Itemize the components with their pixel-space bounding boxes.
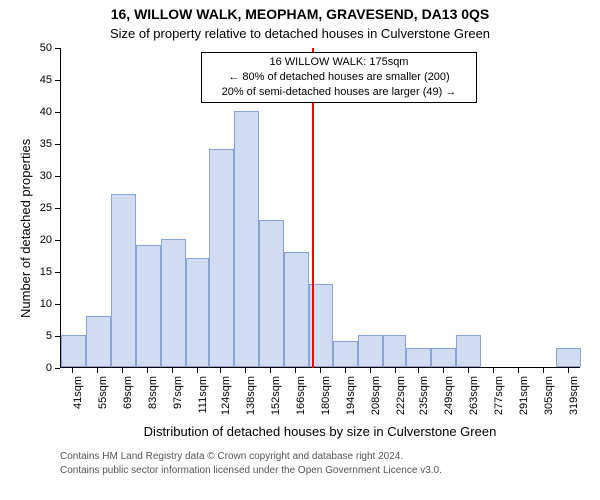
x-axis-label: Distribution of detached houses by size …: [60, 424, 580, 439]
histogram-bar: [556, 348, 581, 367]
plot-area: 16 WILLOW WALK: 175sqm← 80% of detached …: [60, 48, 580, 368]
x-tick-label: 97sqm: [172, 376, 184, 426]
x-tick-mark: [518, 368, 519, 373]
y-tick-mark: [55, 80, 60, 81]
y-tick-label: 35: [24, 138, 52, 150]
x-tick-label: 194sqm: [345, 376, 357, 426]
x-tick-label: 124sqm: [220, 376, 232, 426]
x-tick-label: 111sqm: [197, 376, 209, 426]
annotation-line-3: 20% of semi-detached houses are larger (…: [208, 85, 470, 100]
x-tick-label: 41sqm: [72, 376, 84, 426]
annotation-line-2: ← 80% of detached houses are smaller (20…: [208, 70, 470, 85]
chart-container: { "chart": { "type": "histogram", "title…: [0, 0, 600, 500]
histogram-bar: [333, 341, 358, 367]
x-tick-mark: [443, 368, 444, 373]
x-tick-mark: [72, 368, 73, 373]
x-tick-label: 208sqm: [370, 376, 382, 426]
x-tick-mark: [295, 368, 296, 373]
x-tick-label: 277sqm: [493, 376, 505, 426]
x-tick-label: 319sqm: [568, 376, 580, 426]
histogram-bar: [111, 194, 136, 367]
x-tick-mark: [147, 368, 148, 373]
x-tick-mark: [370, 368, 371, 373]
x-tick-mark: [245, 368, 246, 373]
chart-subtitle: Size of property relative to detached ho…: [0, 26, 600, 41]
x-tick-mark: [172, 368, 173, 373]
x-tick-label: 305sqm: [543, 376, 555, 426]
y-tick-label: 15: [24, 266, 52, 278]
x-tick-label: 138sqm: [245, 376, 257, 426]
y-tick-label: 40: [24, 106, 52, 118]
histogram-bar: [284, 252, 309, 367]
footer-line-1: Contains HM Land Registry data © Crown c…: [60, 450, 442, 464]
x-tick-label: 263sqm: [468, 376, 480, 426]
histogram-bar: [86, 316, 111, 367]
x-tick-mark: [270, 368, 271, 373]
x-tick-label: 222sqm: [395, 376, 407, 426]
y-tick-mark: [55, 304, 60, 305]
y-axis-label: Number of detached properties: [18, 139, 33, 318]
y-tick-mark: [55, 368, 60, 369]
x-tick-mark: [418, 368, 419, 373]
x-tick-label: 291sqm: [518, 376, 530, 426]
x-tick-label: 249sqm: [443, 376, 455, 426]
chart-title-address: 16, WILLOW WALK, MEOPHAM, GRAVESEND, DA1…: [0, 6, 600, 22]
y-tick-label: 5: [24, 330, 52, 342]
y-tick-mark: [55, 48, 60, 49]
y-tick-label: 45: [24, 74, 52, 86]
histogram-bar: [406, 348, 431, 367]
x-tick-mark: [220, 368, 221, 373]
x-tick-label: 152sqm: [270, 376, 282, 426]
histogram-bar: [456, 335, 481, 367]
x-tick-mark: [97, 368, 98, 373]
histogram-bar: [358, 335, 383, 367]
x-tick-mark: [197, 368, 198, 373]
histogram-bar: [161, 239, 186, 367]
histogram-bar: [209, 149, 234, 367]
histogram-bar: [186, 258, 209, 367]
x-tick-mark: [122, 368, 123, 373]
histogram-bar: [61, 335, 86, 367]
y-tick-label: 0: [24, 362, 52, 374]
x-tick-label: 235sqm: [418, 376, 430, 426]
x-tick-mark: [543, 368, 544, 373]
x-tick-label: 166sqm: [295, 376, 307, 426]
y-tick-mark: [55, 208, 60, 209]
x-tick-label: 55sqm: [97, 376, 109, 426]
y-tick-label: 30: [24, 170, 52, 182]
histogram-bar: [259, 220, 284, 367]
x-tick-label: 180sqm: [320, 376, 332, 426]
histogram-bar: [234, 111, 259, 367]
histogram-bar: [383, 335, 406, 367]
annotation-box: 16 WILLOW WALK: 175sqm← 80% of detached …: [201, 52, 477, 103]
y-tick-mark: [55, 112, 60, 113]
x-tick-mark: [395, 368, 396, 373]
x-tick-label: 69sqm: [122, 376, 134, 426]
y-tick-label: 20: [24, 234, 52, 246]
x-tick-mark: [493, 368, 494, 373]
y-tick-label: 10: [24, 298, 52, 310]
x-tick-label: 83sqm: [147, 376, 159, 426]
y-tick-label: 50: [24, 42, 52, 54]
y-tick-mark: [55, 336, 60, 337]
footer-line-2: Contains public sector information licen…: [60, 464, 442, 478]
x-tick-mark: [345, 368, 346, 373]
histogram-bar: [136, 245, 161, 367]
histogram-bar: [431, 348, 456, 367]
annotation-line-1: 16 WILLOW WALK: 175sqm: [208, 55, 470, 70]
y-tick-mark: [55, 144, 60, 145]
x-tick-mark: [320, 368, 321, 373]
x-tick-mark: [468, 368, 469, 373]
y-tick-mark: [55, 272, 60, 273]
y-tick-mark: [55, 240, 60, 241]
x-tick-mark: [568, 368, 569, 373]
y-tick-label: 25: [24, 202, 52, 214]
attribution-footer: Contains HM Land Registry data © Crown c…: [60, 450, 442, 477]
y-tick-mark: [55, 176, 60, 177]
